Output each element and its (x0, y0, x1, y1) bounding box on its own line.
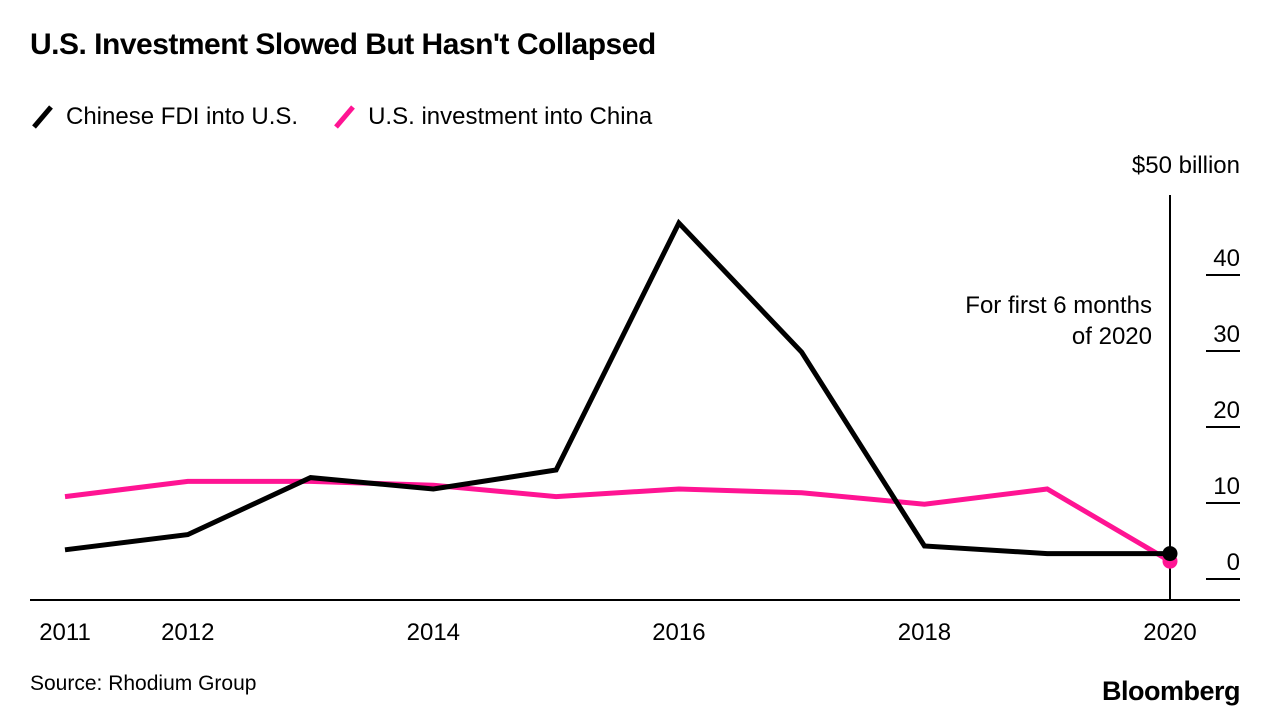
black-line-swatch-icon (32, 105, 53, 129)
legend: Chinese FDI into U.S. U.S. investment in… (30, 103, 652, 131)
source-credit: Source: Rhodium Group (30, 672, 257, 695)
y-tick-label: 40 (1213, 245, 1240, 272)
legend-item-us-investment: U.S. investment into China (332, 103, 652, 131)
bloomberg-logo: Bloomberg (1101, 676, 1241, 706)
y-tick-label: 30 (1213, 321, 1240, 348)
x-tick-label: 2016 (652, 619, 705, 646)
y-tick-label: 0 (1227, 549, 1240, 576)
chart-title: U.S. Investment Slowed But Hasn't Collap… (30, 28, 656, 61)
legend-label-chinese-fdi: Chinese FDI into U.S. (66, 103, 299, 130)
series-end-dot-0 (1162, 546, 1178, 562)
pink-line-swatch-icon (334, 105, 355, 129)
chart-annotation: For first 6 months of 2020 (965, 290, 1152, 352)
series-line-1 (64, 478, 1172, 564)
legend-label-us-investment: U.S. investment into China (368, 103, 653, 130)
y-axis-unit-label: $50 billion (1131, 152, 1240, 179)
y-tick-label: 20 (1213, 397, 1240, 424)
legend-item-chinese-fdi: Chinese FDI into U.S. (30, 103, 298, 131)
x-tick-label: 2020 (1143, 619, 1196, 646)
x-tick-label: 2011 (39, 619, 91, 646)
x-tick-label: 2014 (407, 619, 460, 646)
y-tick-label: 10 (1213, 473, 1240, 500)
x-tick-label: 2012 (161, 619, 214, 646)
series-line-0 (64, 218, 1170, 557)
annotation-line-2: of 2020 (1071, 323, 1152, 350)
x-tick-label: 2018 (898, 619, 951, 646)
annotation-line-1: For first 6 months (965, 292, 1152, 319)
